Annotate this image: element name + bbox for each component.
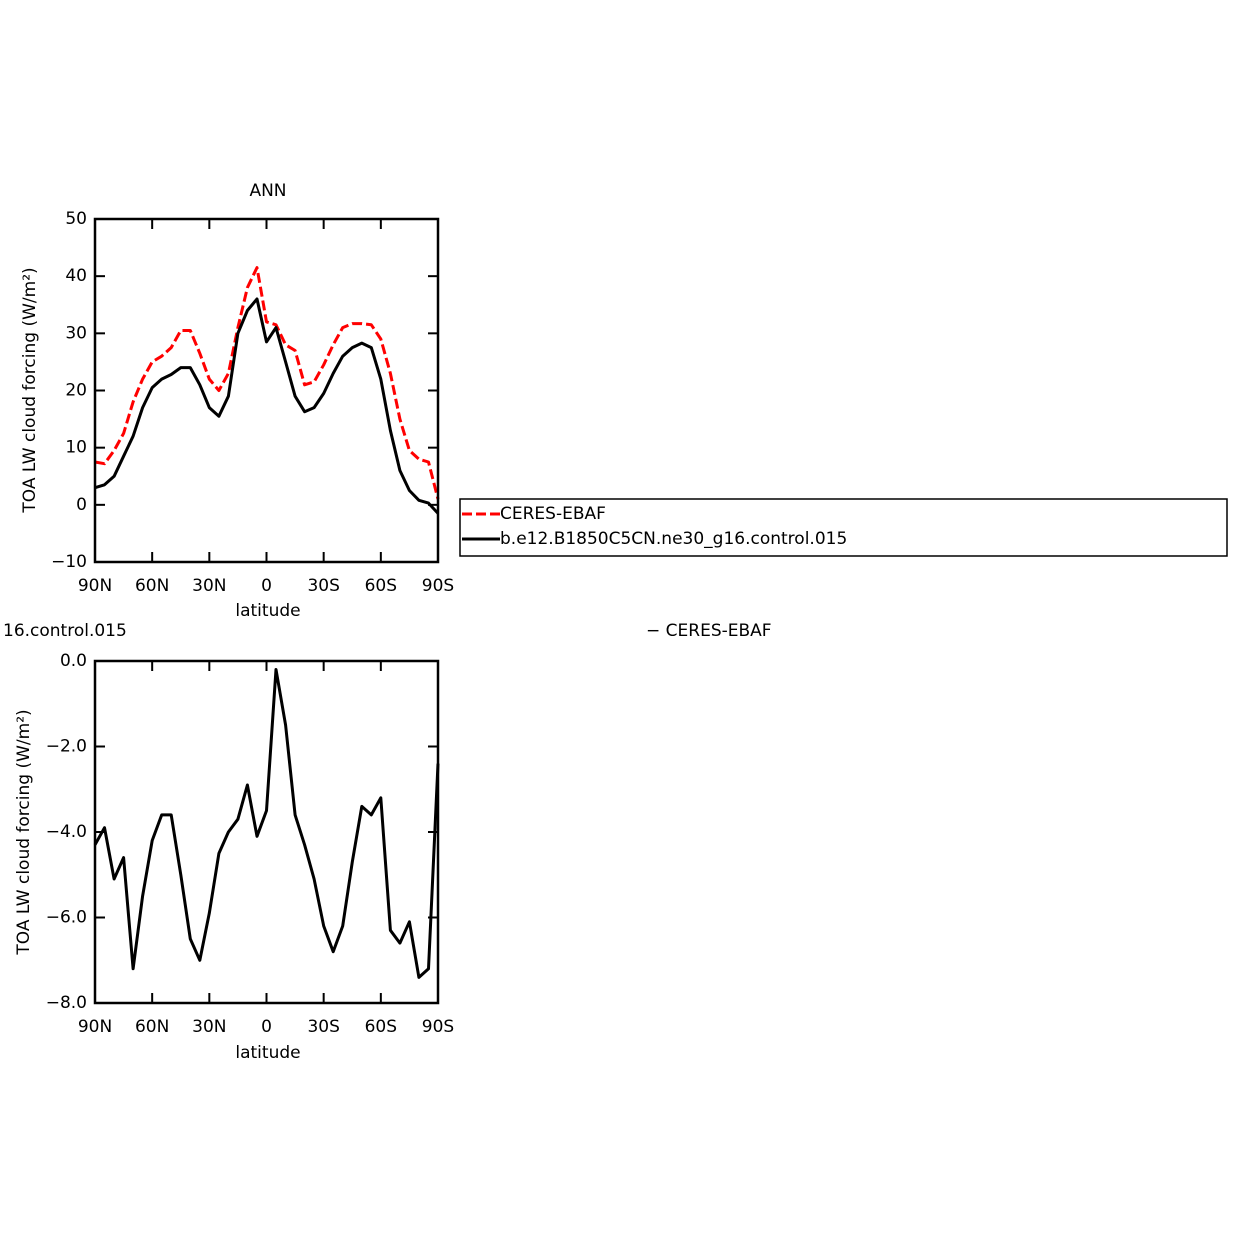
x-tick-label: 0	[261, 576, 272, 596]
legend-label: b.e12.B1850C5CN.ne30_g16.control.015	[500, 529, 847, 549]
x-tick-label: 30S	[307, 576, 339, 596]
data-line	[93, 668, 440, 979]
y-tick-label: −10	[51, 552, 87, 572]
x-axis-label: latitude	[235, 1043, 300, 1063]
x-axis-label: latitude	[235, 601, 300, 621]
y-axis-label: TOA LW cloud forcing (W/m²)	[14, 709, 34, 955]
x-tick-label: 30N	[192, 576, 226, 596]
plot-frame	[93, 217, 440, 564]
x-tick-label: 90N	[78, 576, 112, 596]
y-tick-label: −8.0	[46, 993, 87, 1013]
x-tick-label: 90N	[78, 1017, 112, 1037]
x-tick-label: 60S	[365, 576, 397, 596]
data-line	[94, 297, 440, 515]
y-tick-label: 0.0	[60, 651, 87, 671]
y-tick-label: 20	[65, 381, 87, 401]
y-tick-label: −2.0	[46, 737, 87, 757]
chart-title: ANN	[249, 181, 286, 201]
y-tick-label: 0	[76, 495, 87, 515]
chart-title-right: − CERES-EBAF	[646, 621, 772, 641]
x-tick-label: 90S	[422, 1017, 454, 1037]
x-tick-label: 60N	[135, 576, 169, 596]
y-tick-label: 30	[65, 323, 87, 343]
plot-frame	[93, 659, 440, 1005]
x-tick-label: 90S	[422, 576, 454, 596]
legend-box	[459, 498, 1228, 557]
data-line	[94, 266, 440, 500]
x-tick-label: 30N	[192, 1017, 226, 1037]
y-tick-label: −4.0	[46, 822, 87, 842]
x-tick-label: 60N	[135, 1017, 169, 1037]
x-tick-label: 30S	[307, 1017, 339, 1037]
y-tick-label: 40	[65, 266, 87, 286]
y-axis-label: TOA LW cloud forcing (W/m²)	[20, 267, 40, 513]
chart-title-left: 16.control.015	[3, 621, 127, 641]
y-tick-label: 10	[65, 438, 87, 458]
x-tick-label: 0	[261, 1017, 272, 1037]
x-tick-label: 60S	[365, 1017, 397, 1037]
y-tick-label: 50	[65, 209, 87, 229]
y-tick-label: −6.0	[46, 908, 87, 928]
legend-label: CERES-EBAF	[500, 504, 606, 524]
